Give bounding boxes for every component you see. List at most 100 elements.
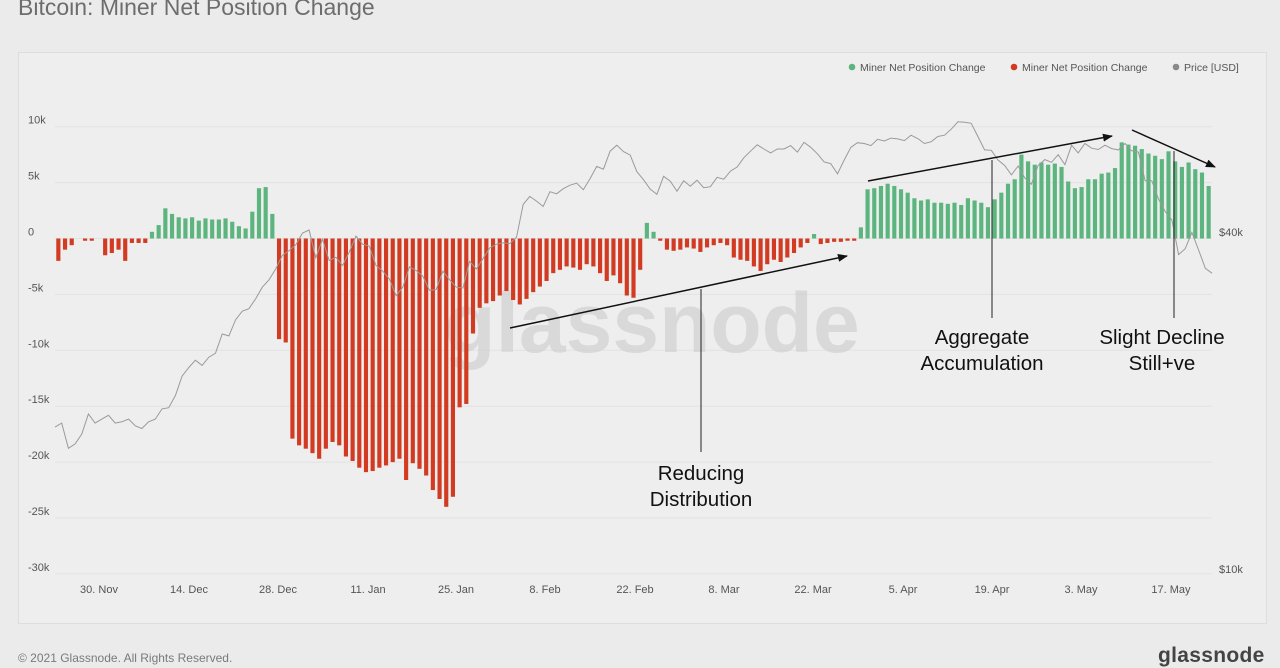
bar-negative: [591, 238, 596, 267]
bar-negative: [123, 238, 128, 261]
bar-positive: [1012, 179, 1017, 239]
bar-positive: [912, 198, 917, 239]
bar-positive: [1092, 179, 1098, 239]
bar-negative: [464, 238, 469, 404]
bar-negative: [571, 238, 576, 268]
y-tick-label: 5k: [28, 171, 40, 183]
bar-negative: [490, 238, 496, 302]
bar-negative: [290, 238, 295, 439]
bar-positive: [149, 231, 155, 239]
bar-positive: [1079, 187, 1084, 239]
bar-negative: [631, 238, 636, 298]
y-axis-left-ticks: 10k 5k 0 -5k -10k -15k -20k -25k -30k: [28, 115, 50, 574]
bar-negative: [718, 238, 723, 243]
bar-positive: [812, 234, 817, 239]
bar-negative: [357, 238, 362, 468]
x-tick-label: 8. Mar: [708, 584, 740, 596]
bar-positive: [250, 211, 255, 239]
bar-negative: [678, 238, 683, 250]
bar-negative: [698, 238, 703, 252]
legend: Miner Net Position Change Miner Net Posit…: [848, 62, 1239, 74]
bar-negative: [56, 238, 61, 261]
y-tick-label: 10k: [28, 115, 46, 127]
bar-negative: [818, 238, 823, 245]
bar-positive: [992, 199, 997, 239]
bar-positive: [892, 185, 897, 239]
copyright: © 2021 Glassnode. All Rights Reserved.: [18, 651, 233, 665]
bar-positive: [865, 189, 870, 239]
bar-negative: [751, 238, 756, 267]
x-tick-label: 28. Dec: [259, 584, 297, 596]
bar-negative: [684, 238, 690, 248]
bar-positive: [1072, 188, 1077, 239]
bar-positive: [919, 200, 924, 239]
bar-negative: [317, 238, 322, 459]
bar-negative: [584, 238, 589, 265]
bar-negative: [103, 238, 108, 256]
bar-positive: [959, 204, 964, 239]
bar-positive: [183, 218, 188, 239]
bar-positive: [176, 217, 181, 239]
bar-negative: [450, 238, 455, 497]
bar-positive: [230, 221, 235, 239]
bar-positive: [1046, 164, 1051, 239]
bar-negative: [845, 238, 850, 241]
y-axis-right-ticks: $40k $10k: [1219, 227, 1243, 576]
bar-positive: [979, 202, 984, 239]
x-tick-label: 11. Jan: [350, 584, 385, 596]
annotation-label: Aggregate Accumulation: [920, 326, 1043, 375]
bar-negative: [417, 238, 422, 469]
bar-positive: [1193, 169, 1198, 239]
bar-negative: [597, 238, 603, 274]
bar-positive: [939, 202, 944, 239]
bar-negative: [497, 238, 502, 296]
bar-negative: [725, 238, 730, 246]
legend-label: Miner Net Position Change: [860, 62, 986, 74]
bar-positive: [1153, 155, 1158, 239]
bar-positive: [1106, 172, 1111, 239]
legend-label: Miner Net Position Change: [1022, 62, 1148, 74]
bar-positive: [1179, 166, 1184, 239]
bar-positive: [1019, 154, 1024, 239]
bar-positive: [1066, 181, 1071, 239]
legend-marker: [848, 63, 856, 71]
bar-positive: [169, 213, 175, 239]
bar-positive: [210, 219, 215, 239]
y-tick-label: -10k: [28, 338, 50, 350]
chart-panel: [18, 52, 1267, 624]
x-tick-label: 17. May: [1151, 584, 1191, 596]
y-tick-label: -30k: [28, 562, 50, 574]
bar-positive: [196, 220, 201, 239]
bar-positive: [203, 218, 208, 239]
bar-negative: [377, 238, 382, 468]
bar-positive: [925, 199, 930, 239]
bar-positive: [190, 217, 195, 239]
x-tick-label: 8. Feb: [529, 584, 560, 596]
bar-negative: [310, 238, 315, 454]
bar-negative: [343, 238, 348, 457]
bar-positive: [985, 207, 991, 239]
x-tick-label: 3. May: [1064, 584, 1098, 596]
bar-negative: [731, 238, 736, 258]
bar-negative: [303, 238, 308, 449]
page-title: Bitcoin: Miner Net Position Change: [18, 0, 375, 20]
bar-negative: [798, 238, 803, 248]
bar-negative: [765, 238, 770, 265]
bar-positive: [972, 200, 977, 239]
bar-positive: [223, 218, 228, 239]
bar-positive: [999, 192, 1004, 239]
bar-negative: [838, 238, 843, 242]
bar-positive: [1126, 144, 1131, 239]
price-line: [54, 121, 1213, 450]
bar-positive: [885, 183, 890, 239]
bar-negative: [143, 238, 148, 243]
bar-positive: [1166, 151, 1171, 239]
bar-negative: [618, 238, 623, 284]
bar-positive: [216, 219, 221, 239]
bar-negative: [397, 238, 402, 459]
bar-negative: [852, 238, 857, 241]
bar-positive: [1086, 179, 1091, 239]
bar-negative: [771, 238, 777, 260]
bar-positive: [1146, 153, 1151, 239]
